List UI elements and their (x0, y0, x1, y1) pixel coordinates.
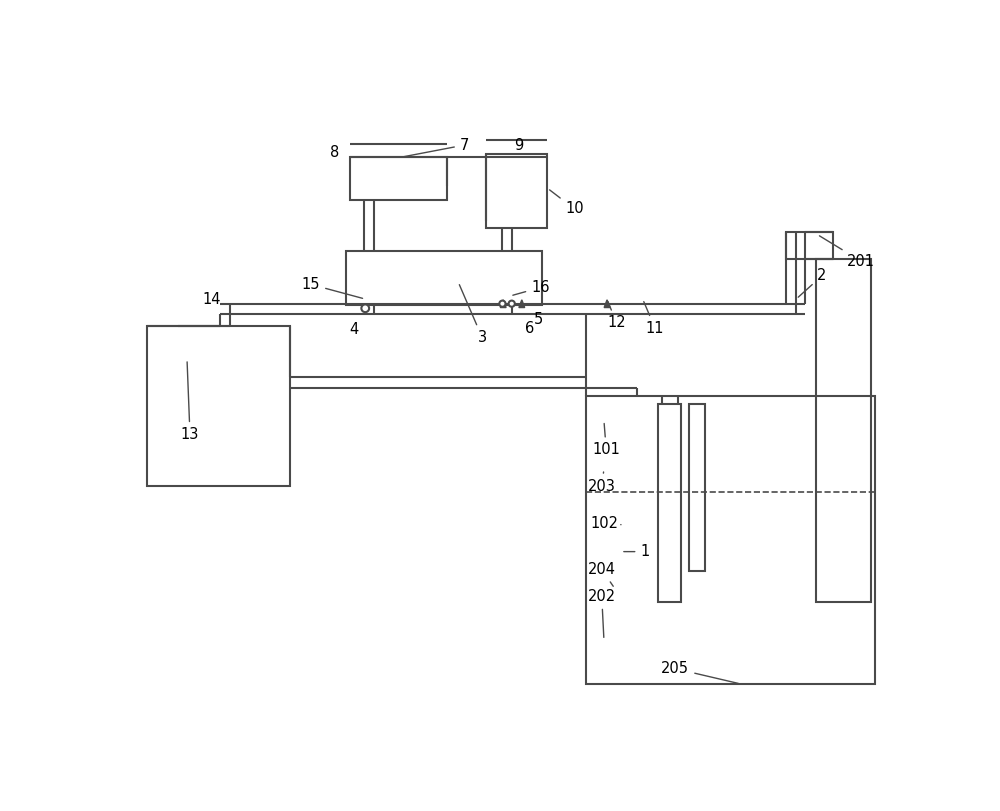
Text: 2: 2 (798, 268, 826, 297)
Bar (586, 396, 875, 684)
Bar (486, 153, 547, 228)
Text: 3: 3 (459, 285, 487, 345)
Text: 11: 11 (644, 302, 664, 336)
Bar (786, 232, 833, 259)
Bar (147, 326, 290, 486)
Text: 5: 5 (534, 312, 543, 328)
Bar (350, 157, 447, 200)
Text: 9: 9 (514, 138, 523, 152)
Text: 204: 204 (588, 562, 616, 586)
Text: 203: 203 (588, 472, 616, 494)
Text: 8: 8 (330, 145, 340, 161)
Text: 15: 15 (302, 277, 363, 298)
Text: 14: 14 (202, 292, 221, 307)
Circle shape (509, 301, 515, 307)
Text: 7: 7 (403, 138, 469, 157)
Polygon shape (604, 300, 610, 307)
Text: 10: 10 (550, 190, 584, 217)
Text: 4: 4 (349, 322, 358, 337)
Bar (689, 404, 705, 571)
Bar (816, 259, 871, 602)
Bar (346, 251, 542, 305)
Text: 16: 16 (513, 280, 550, 295)
Polygon shape (500, 300, 506, 307)
Bar (658, 404, 681, 602)
Circle shape (361, 304, 369, 312)
Text: 6: 6 (525, 321, 534, 336)
Text: 13: 13 (181, 362, 199, 442)
Text: 201: 201 (819, 236, 875, 268)
Text: 12: 12 (607, 302, 626, 330)
Circle shape (499, 301, 506, 307)
Text: 205: 205 (661, 661, 738, 684)
Polygon shape (519, 300, 525, 307)
Text: 202: 202 (588, 589, 616, 637)
Text: 101: 101 (592, 423, 620, 457)
Text: 102: 102 (590, 516, 621, 530)
Text: 1: 1 (624, 544, 650, 559)
